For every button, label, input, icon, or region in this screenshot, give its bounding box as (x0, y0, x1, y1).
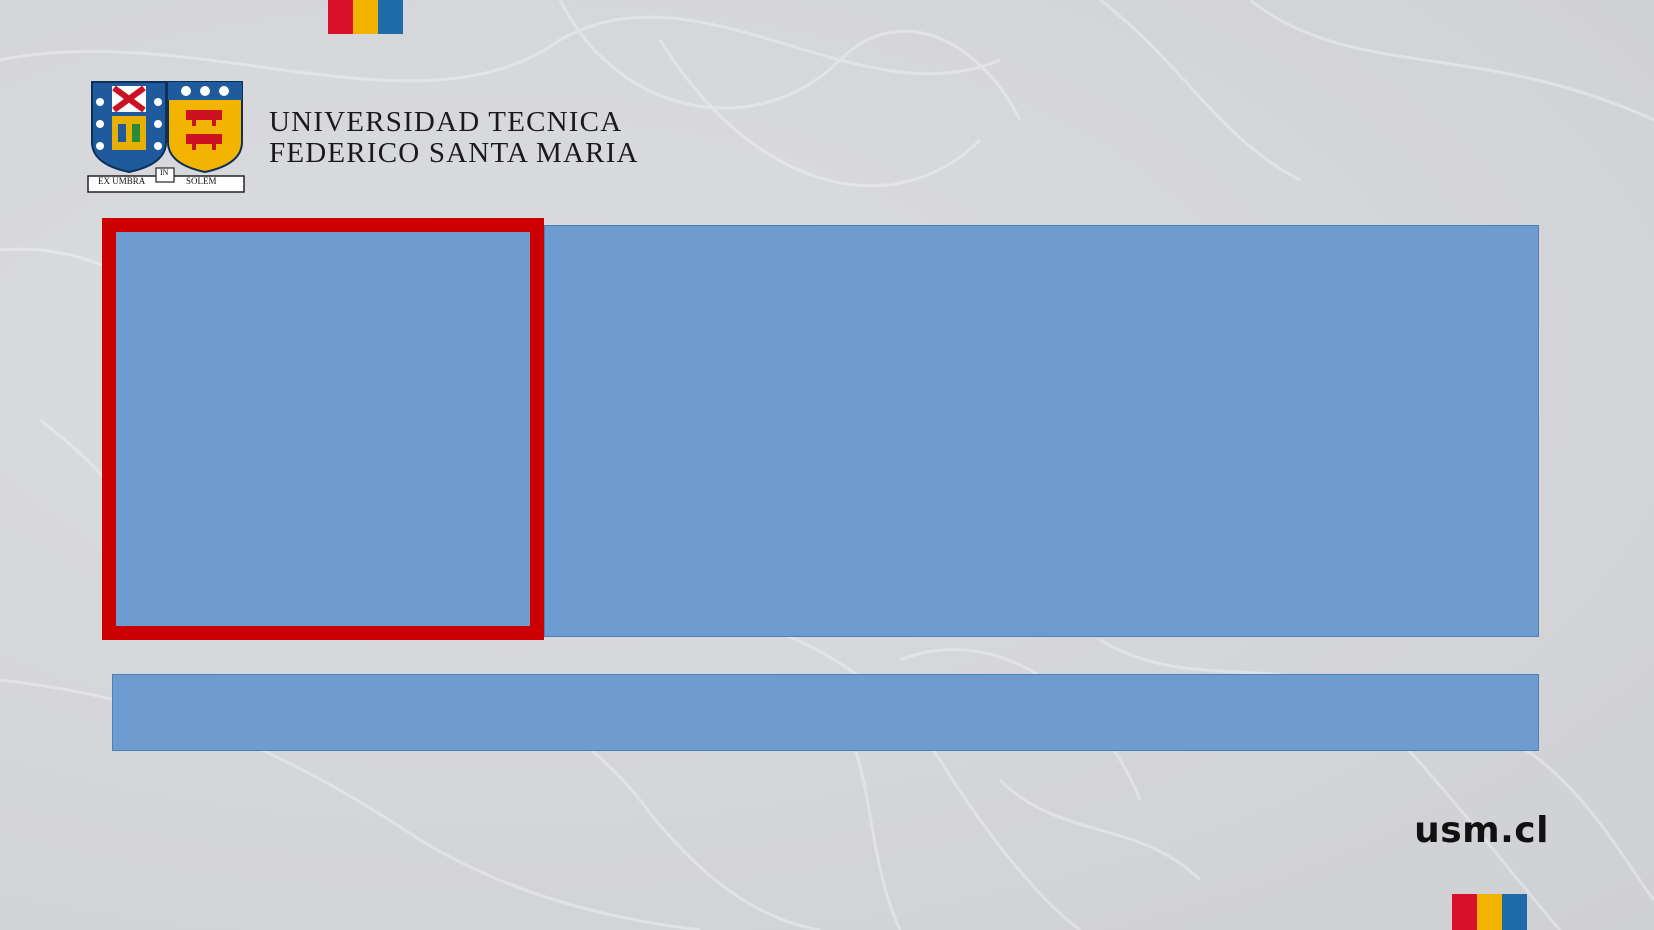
caption-placeholder (112, 674, 1539, 751)
motto-right: SOLEM (186, 176, 217, 186)
motto-mid: IN (160, 168, 169, 177)
flag-stripe-bottom (1452, 894, 1527, 930)
image-placeholder-highlighted[interactable] (102, 218, 544, 640)
website-label: usm.cl (1414, 810, 1549, 851)
motto-left: EX UMBRA (98, 176, 146, 186)
university-name-line2: FEDERICO SANTA MARIA (269, 137, 639, 169)
university-name-line1: UNIVERSIDAD TECNICA (269, 106, 623, 138)
university-name: UNIVERSIDAD TECNICA FEDERICO SANTA MARIA (269, 107, 639, 169)
content-placeholder (544, 225, 1539, 637)
flag-stripe-top (328, 0, 403, 34)
university-crest-logo (87, 81, 245, 193)
